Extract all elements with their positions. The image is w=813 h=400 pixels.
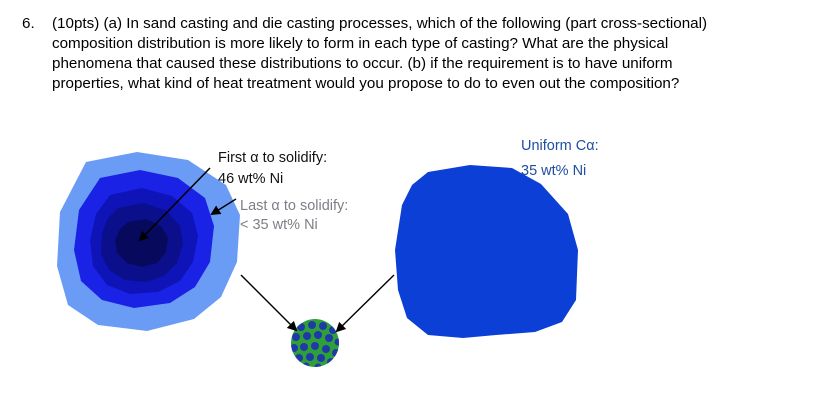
question-number: 6. [22, 15, 35, 32]
question-line-1: (10pts) (a) In sand casting and die cast… [52, 15, 708, 32]
question-line-3: phenomena that caused these distribution… [52, 55, 673, 72]
uniform-value: 35 wt% Ni [521, 163, 587, 179]
question-text: (10pts) (a) In sand casting and die cast… [52, 14, 802, 94]
uniform-grain [395, 165, 578, 338]
last-alpha-value: < 35 wt% Ni [240, 217, 318, 233]
last-alpha-arrow [210, 198, 237, 216]
last-alpha-label: Last α to solidify: [240, 198, 349, 214]
cored-core [115, 219, 168, 267]
question-line-4: properties, what kind of heat treatment … [52, 75, 680, 92]
uniform-label: Uniform Cα: [521, 138, 599, 154]
grain-structure-circle [291, 319, 339, 367]
first-alpha-label: First α to solidify: [218, 150, 328, 166]
cored-grain [57, 152, 240, 331]
left-to-circle-arrow [240, 274, 298, 332]
first-alpha-arrow [138, 167, 211, 242]
first-alpha-value: 46 wt% Ni [218, 171, 284, 187]
right-to-circle-arrow [335, 274, 395, 333]
question-line-2: composition distribution is more likely … [52, 35, 669, 52]
